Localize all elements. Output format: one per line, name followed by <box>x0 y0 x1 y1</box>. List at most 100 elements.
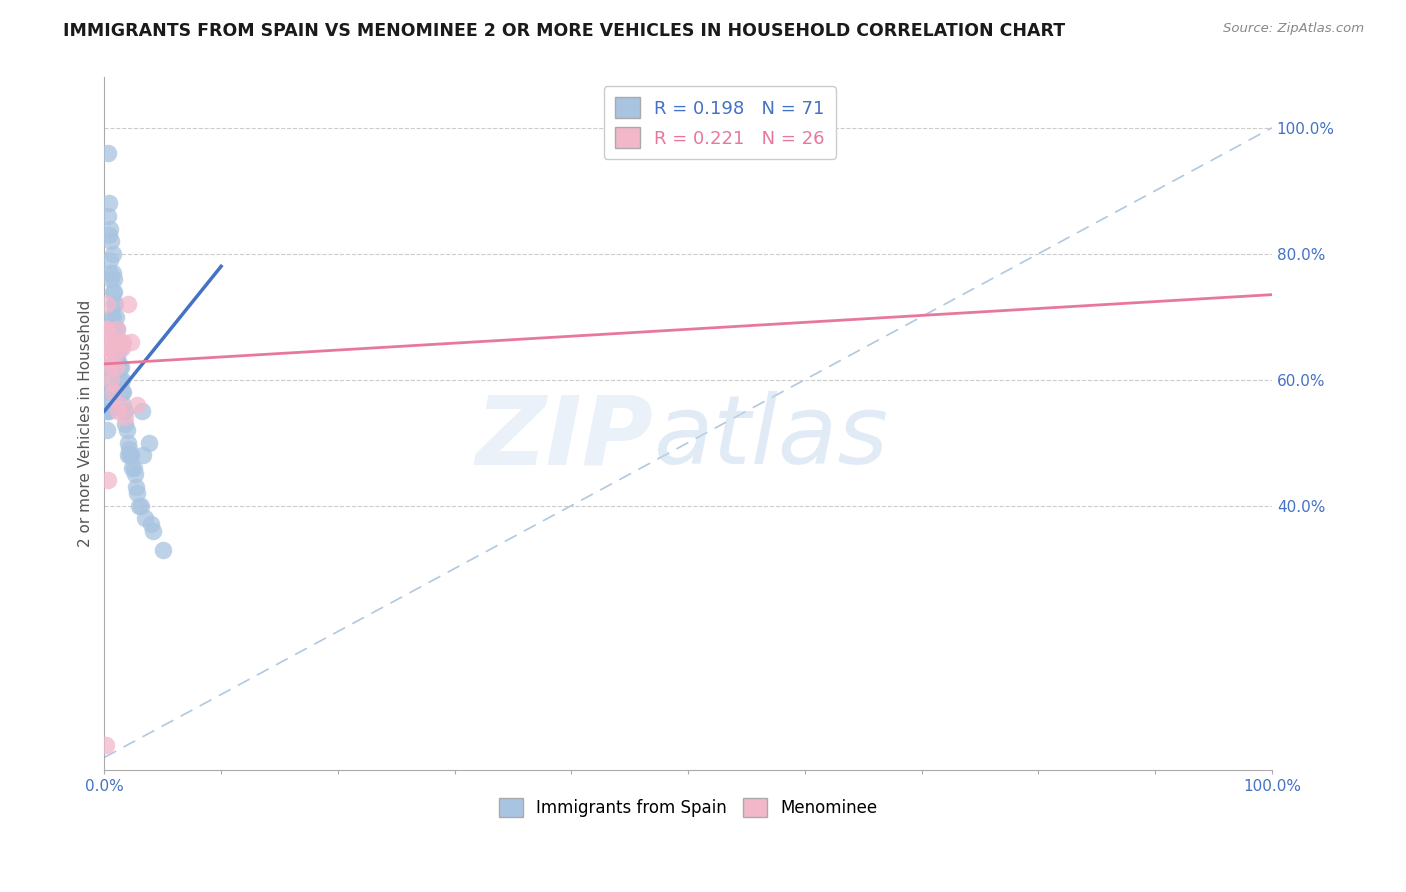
Point <box>112 404 135 418</box>
Point <box>96 297 118 311</box>
Text: ZIP: ZIP <box>475 391 654 484</box>
Point <box>103 297 125 311</box>
Point <box>104 297 127 311</box>
Point <box>114 404 136 418</box>
Text: Source: ZipAtlas.com: Source: ZipAtlas.com <box>1223 22 1364 36</box>
Point <box>103 322 125 336</box>
Point <box>98 253 121 268</box>
Point <box>101 285 124 299</box>
Point <box>104 347 127 361</box>
Point <box>98 322 121 336</box>
Legend: Immigrants from Spain, Menominee: Immigrants from Spain, Menominee <box>492 791 884 824</box>
Point <box>131 404 153 418</box>
Point <box>97 359 120 374</box>
Point <box>100 310 122 324</box>
Point <box>108 398 131 412</box>
Point <box>112 385 135 400</box>
Point <box>94 373 117 387</box>
Point <box>100 272 122 286</box>
Point <box>105 328 128 343</box>
Point <box>107 353 129 368</box>
Point <box>97 474 120 488</box>
Point <box>105 310 128 324</box>
Point <box>120 334 142 349</box>
Point <box>98 359 121 374</box>
Point <box>128 499 150 513</box>
Point <box>118 442 141 456</box>
Point <box>152 542 174 557</box>
Point <box>101 310 124 324</box>
Point <box>125 398 148 412</box>
Point <box>138 435 160 450</box>
Point <box>97 209 120 223</box>
Text: atlas: atlas <box>654 391 889 484</box>
Point <box>115 423 138 437</box>
Point <box>105 359 128 374</box>
Point <box>98 221 121 235</box>
Point <box>142 524 165 538</box>
Point <box>103 285 125 299</box>
Point <box>108 359 131 374</box>
Point <box>110 359 132 374</box>
Point <box>125 486 148 500</box>
Point <box>105 347 128 361</box>
Point <box>110 373 132 387</box>
Point <box>129 499 152 513</box>
Point <box>108 341 131 355</box>
Point <box>98 227 121 242</box>
Point <box>105 341 128 355</box>
Point <box>101 246 124 260</box>
Point <box>96 392 118 406</box>
Point <box>111 341 134 355</box>
Point <box>105 353 128 368</box>
Point <box>134 511 156 525</box>
Point <box>94 404 117 418</box>
Point <box>97 146 120 161</box>
Point <box>120 448 142 462</box>
Point <box>96 404 118 418</box>
Point <box>103 272 125 286</box>
Point <box>96 322 118 336</box>
Point <box>110 334 132 349</box>
Point <box>111 385 134 400</box>
Point <box>105 322 128 336</box>
Point <box>125 480 148 494</box>
Point <box>101 385 124 400</box>
Point <box>94 359 117 374</box>
Point <box>94 322 117 336</box>
Point <box>94 385 117 400</box>
Point <box>111 373 134 387</box>
Point <box>112 398 135 412</box>
Point <box>122 460 145 475</box>
Point <box>98 266 121 280</box>
Y-axis label: 2 or more Vehicles in Household: 2 or more Vehicles in Household <box>79 300 93 548</box>
Point <box>94 738 117 752</box>
Point <box>132 448 155 462</box>
Point <box>104 341 127 355</box>
Point <box>98 196 121 211</box>
Text: IMMIGRANTS FROM SPAIN VS MENOMINEE 2 OR MORE VEHICLES IN HOUSEHOLD CORRELATION C: IMMIGRANTS FROM SPAIN VS MENOMINEE 2 OR … <box>63 22 1066 40</box>
Point <box>97 334 120 349</box>
Point <box>104 322 127 336</box>
Point <box>103 334 125 349</box>
Point <box>120 448 142 462</box>
Point <box>98 341 121 355</box>
Point <box>121 460 143 475</box>
Point <box>117 297 139 311</box>
Point <box>107 341 129 355</box>
Point <box>98 353 121 368</box>
Point <box>105 322 128 336</box>
Point <box>107 373 129 387</box>
Point <box>117 435 139 450</box>
Point <box>139 517 162 532</box>
Point <box>100 234 122 248</box>
Point <box>101 266 124 280</box>
Point <box>114 417 136 431</box>
Point <box>107 404 129 418</box>
Point <box>96 423 118 437</box>
Point <box>124 467 146 481</box>
Point <box>94 341 117 355</box>
Point <box>117 448 139 462</box>
Point <box>98 404 121 418</box>
Point <box>114 410 136 425</box>
